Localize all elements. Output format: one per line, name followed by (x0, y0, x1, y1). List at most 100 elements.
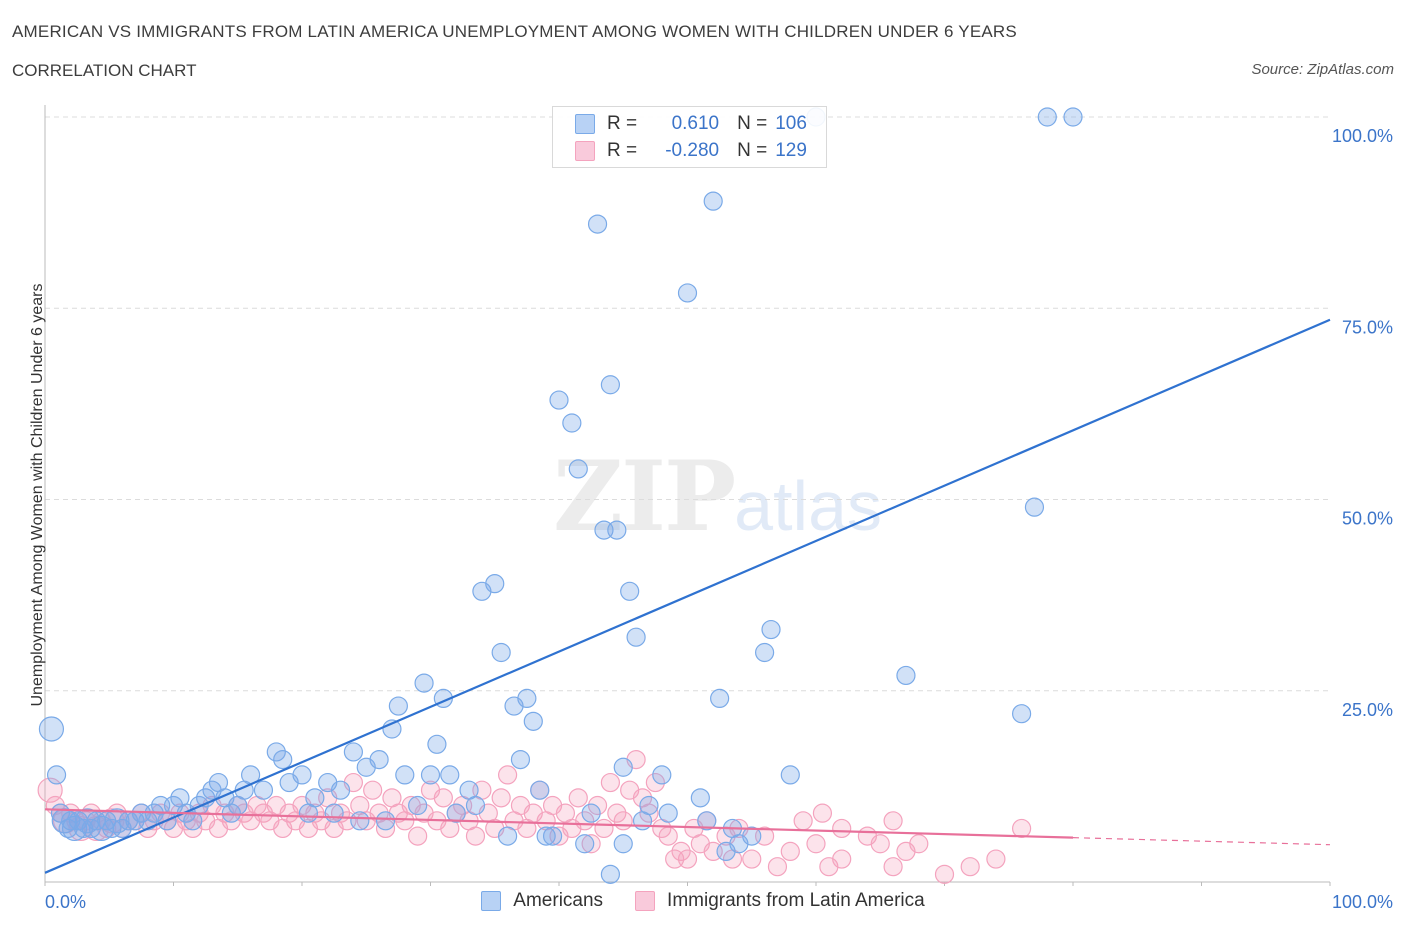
immigrants-point (780, 841, 800, 862)
americans-point (613, 757, 633, 777)
legend-label-americans: Americans (513, 890, 604, 911)
americans-point (523, 711, 543, 731)
americans-point (408, 795, 428, 816)
immigrants-point (363, 780, 383, 800)
legend-row-americans: R = 0.610 N = 106 (575, 113, 807, 135)
americans-point (485, 574, 505, 594)
americans-point (266, 742, 286, 762)
americans-point (446, 803, 466, 823)
americans-point (536, 826, 556, 846)
americans-point (761, 619, 781, 640)
americans-point (542, 826, 563, 846)
americans-point (607, 520, 627, 540)
watermark: ZIPatlas (553, 440, 882, 553)
watermark-zip: ZIP (553, 440, 736, 553)
americans-point (600, 375, 621, 395)
y-tick-label: 50.0% (1342, 509, 1393, 529)
legend-label-immigrants: Immigrants from Latin America (667, 890, 925, 911)
americans-point (710, 688, 730, 709)
y-tick-label: 100.0% (1332, 126, 1393, 146)
americans-point (427, 734, 447, 754)
americans-point (697, 811, 717, 831)
immigrants-point (594, 818, 614, 839)
immigrants-legend-swatch (635, 891, 656, 911)
americans-point (677, 283, 698, 303)
immigrants-trend-line (44, 808, 1074, 839)
americans-point (491, 642, 511, 663)
legend-r-label: R = (607, 113, 638, 134)
americans-point (1011, 704, 1032, 724)
legend-r-label: R = (607, 140, 638, 161)
immigrants-point (1011, 818, 1032, 839)
immigrants-point (832, 818, 852, 839)
immigrants-point (677, 849, 698, 869)
americans-point (568, 459, 588, 479)
americans-point (780, 765, 800, 785)
immigrants-point (607, 803, 627, 823)
americans-point (1063, 107, 1083, 127)
chart-title: AMERICAN VS IMMIGRANTS FROM LATIN AMERIC… (12, 22, 1017, 41)
americans-point (690, 788, 710, 808)
americans-point (305, 788, 325, 808)
americans-point (375, 811, 396, 831)
immigrants-point (793, 811, 813, 831)
immigrants-point (806, 834, 826, 854)
immigrants-point (658, 826, 678, 846)
legend-item-americans[interactable]: Americans (481, 890, 603, 912)
americans-point (658, 803, 678, 823)
legend-item-immigrants[interactable]: Immigrants from Latin America (635, 890, 925, 912)
immigrants-point (960, 857, 980, 877)
americans-point (754, 642, 775, 663)
source-credit: Source: ZipAtlas.com (1251, 61, 1394, 78)
americans-point (498, 826, 518, 846)
watermark-atlas: atlas (734, 467, 883, 545)
immigrants-point (639, 803, 659, 823)
americans-point (620, 581, 640, 601)
legend-n-value: 106 (775, 113, 807, 134)
legend-r-value: 0.610 (671, 113, 720, 134)
americans-point (742, 826, 762, 846)
legend-n-label: N = (737, 113, 768, 134)
americans-point (703, 191, 723, 211)
americans-swatch (575, 114, 595, 134)
americans-point (350, 811, 370, 831)
americans-point (517, 688, 537, 709)
immigrants-point (934, 864, 955, 884)
correlation-legend: R = 0.610 N = 106 R = -0.280 N = 129 (552, 106, 827, 168)
immigrants-point (870, 834, 890, 854)
immigrants-point (433, 788, 453, 808)
americans-point (581, 803, 601, 823)
immigrants-point (587, 795, 608, 816)
americans-point (530, 780, 550, 800)
legend-row-immigrants: R = -0.280 N = 129 (575, 140, 807, 162)
americans-point (324, 803, 344, 823)
immigrants-point (498, 765, 518, 785)
immigrants-trend-extension (1072, 837, 1331, 846)
y-axis-label: Unemployment Among Women with Children U… (29, 283, 46, 707)
americans-point (395, 765, 415, 785)
americans-point (273, 749, 293, 770)
americans-point (587, 214, 608, 234)
americans-point (440, 765, 460, 785)
americans-point (575, 834, 595, 854)
americans-trend-line (44, 318, 1331, 874)
legend-r-value: -0.280 (665, 140, 720, 161)
americans-point (510, 749, 531, 770)
americans-point (343, 742, 363, 762)
immigrants-point (491, 788, 511, 808)
americans-point (549, 390, 569, 410)
immigrants-point (613, 811, 633, 831)
y-tick-label: 75.0% (1342, 317, 1393, 337)
americans-point (562, 413, 582, 433)
americans-point (420, 765, 441, 785)
americans-point (465, 795, 486, 816)
americans-point (46, 765, 67, 785)
immigrants-swatch (575, 141, 595, 161)
immigrants-point (568, 788, 588, 808)
immigrants-point (581, 834, 601, 854)
chart-subtitle: CORRELATION CHART (12, 61, 197, 80)
x-tick-label-max: 100.0% (1332, 892, 1393, 912)
americans-point (388, 696, 408, 716)
immigrants-point (986, 849, 1006, 869)
immigrants-point (883, 857, 903, 877)
